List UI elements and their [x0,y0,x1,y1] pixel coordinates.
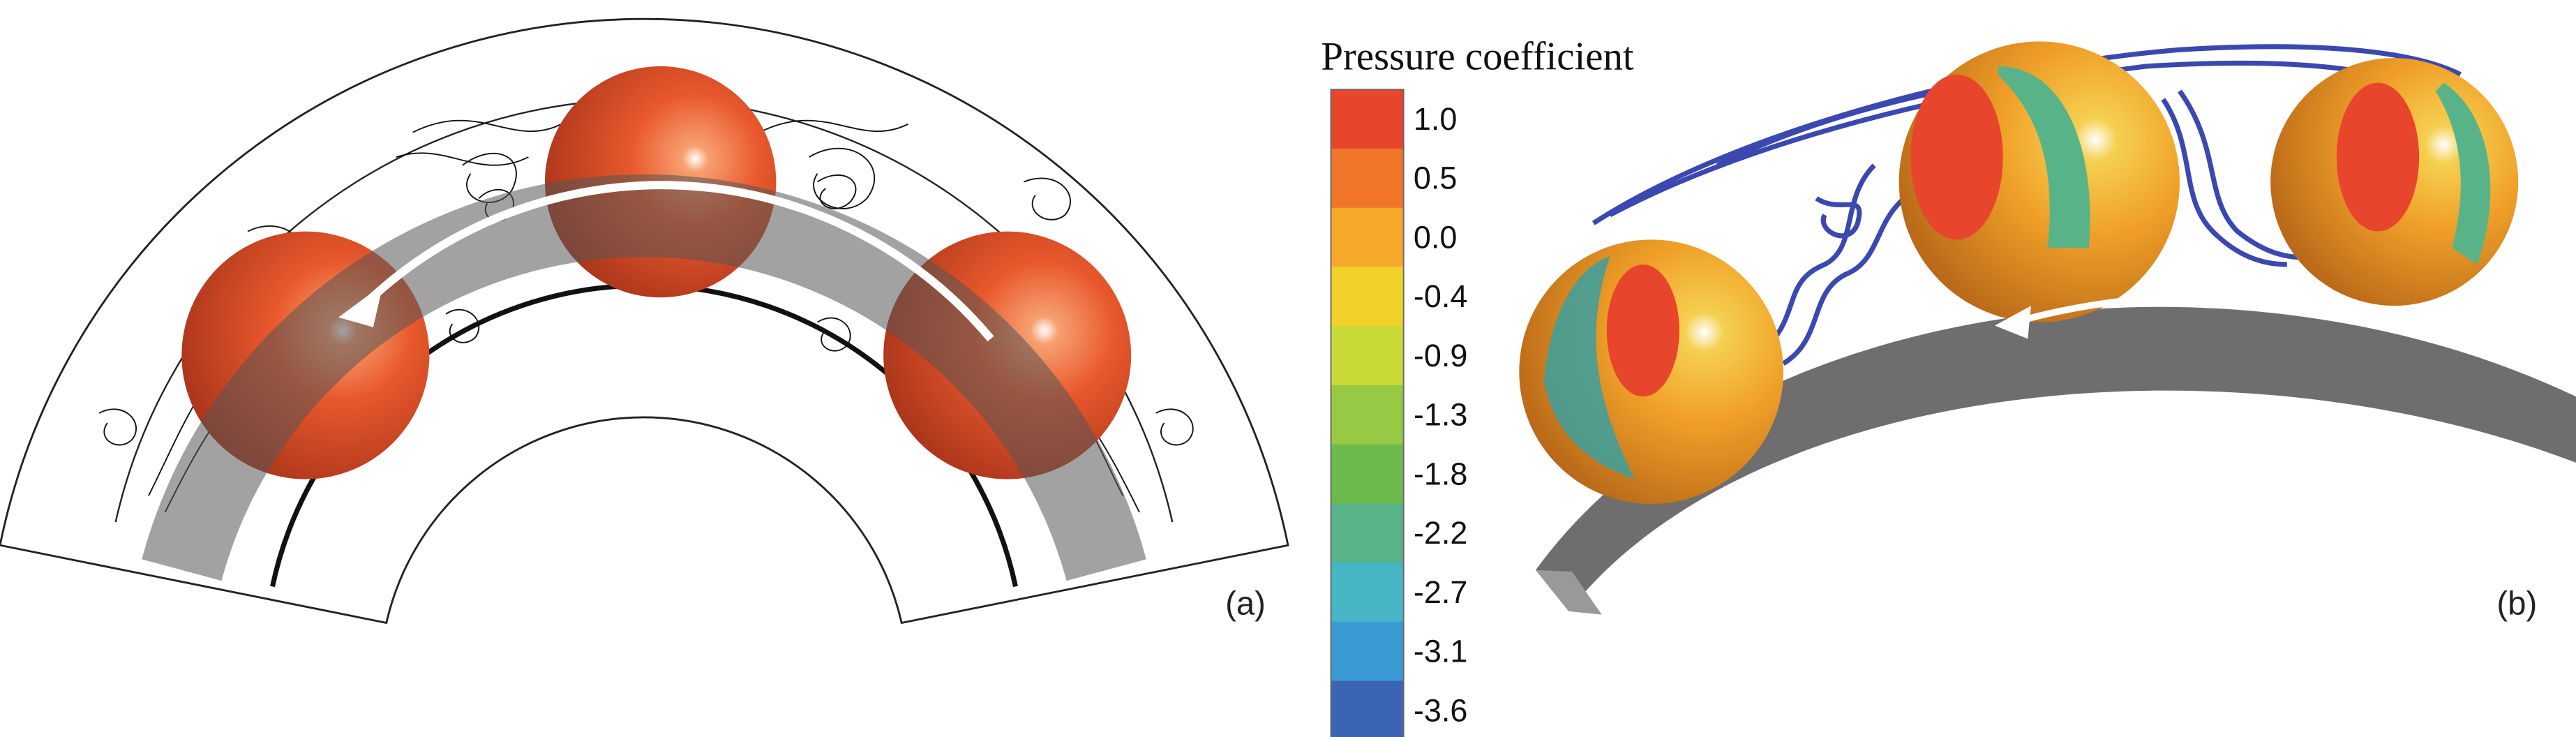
colorbar-tick-label: -0.9 [1414,338,1467,373]
pressure-zone [1543,256,1635,479]
panel-label: (a) [1225,586,1266,623]
colorbar-tick-label: -3.6 [1414,692,1467,728]
colorbar-band [1331,563,1404,623]
colorbar-band [1331,89,1404,150]
rotation-arrow [360,181,994,342]
streamline [462,152,517,203]
panel-label: (b) [2496,586,2537,623]
colorbar-frame [1330,89,1405,737]
colorbar-band [1331,503,1404,564]
colorbar-title: Pressure coefficient [1321,35,1634,79]
streamline [1782,188,1917,366]
colorbar-band [1331,267,1404,327]
colorbar-tick-label: 0.0 [1414,219,1458,255]
streamline [1023,177,1071,221]
colorbar: Pressure coefficient 1.0 0.5 0.0 -0.4 -0.9 -1… [1321,35,1634,737]
streamline [396,119,909,166]
pressure-zone [1910,74,2003,240]
pressure-zone [2336,82,2420,232]
colorbar-tick-label: -1.3 [1414,397,1467,433]
streamline [1815,196,1862,239]
streamline [98,408,137,446]
colorbar-band [1331,444,1404,505]
colorbar-tick-label: -2.7 [1414,574,1467,610]
streamline [1765,163,1876,349]
colorbar-tick-label: 0.5 [1414,161,1458,196]
panel-b: (b) [1519,41,2576,623]
streamline [809,147,876,209]
colorbar-tick-label: -0.4 [1414,278,1467,314]
panel-a: (a) [0,17,1289,625]
colorbar-band [1331,385,1404,445]
rotation-arrow [2014,290,2329,326]
pressure-zone [2435,82,2491,265]
arrow-head [338,284,384,327]
colorbar-band [1331,680,1404,737]
cage [142,174,1146,581]
streamline [1592,44,2462,225]
colorbar-tick-label: -2.2 [1414,515,1467,551]
rail-end [1536,570,1602,615]
streamline [2178,89,2321,260]
streamline [445,308,480,343]
colorbar-tick-label: -1.8 [1414,456,1467,491]
arrow-head [1994,306,2031,339]
streamline [816,317,851,352]
colorbar-band [1331,326,1404,387]
streamline [1155,408,1194,446]
pressure-zone [1998,66,2090,248]
streamline [2161,98,2287,267]
colorbar-tick-label: 1.0 [1414,101,1458,137]
rail [1536,306,2576,611]
colorbar-band [1331,621,1404,682]
colorbar-band [1331,207,1404,268]
pressure-zone [1606,264,1679,397]
colorbar-band [1331,148,1404,209]
colorbar-tick-label: -3.1 [1414,634,1467,669]
